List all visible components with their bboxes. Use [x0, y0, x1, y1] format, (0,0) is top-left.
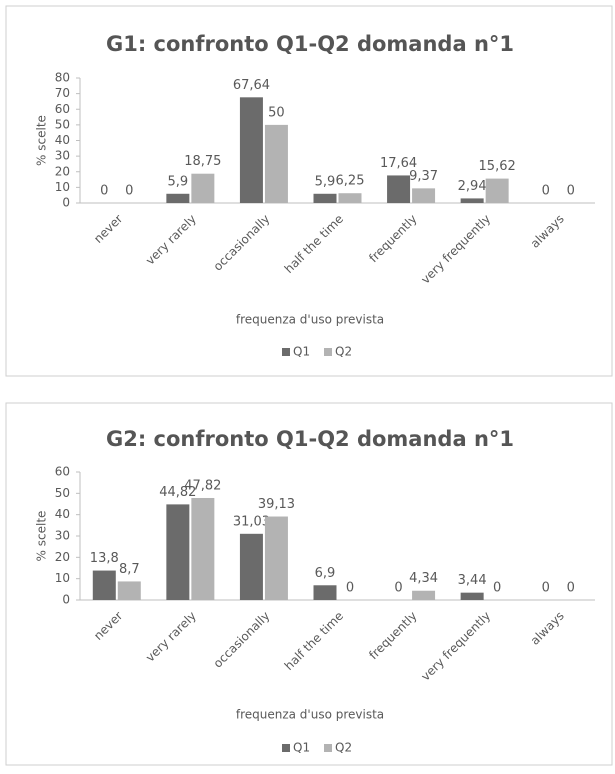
legend-swatch [282, 348, 290, 356]
data-label: 0 [542, 184, 550, 199]
x-tick-label: very frequently [418, 609, 493, 684]
x-axis-label: frequenza d'uso prevista [236, 708, 384, 722]
bar [264, 516, 288, 600]
x-tick-label: occasionally [211, 609, 273, 671]
data-label: 0 [100, 184, 108, 199]
data-label: 50 [268, 105, 285, 120]
y-tick-label: 50 [55, 117, 70, 131]
bar [485, 178, 509, 203]
chart-title: G1: confronto Q1-Q2 domanda n°1 [106, 32, 514, 56]
data-label: 0 [346, 581, 354, 596]
y-tick-label: 10 [55, 571, 70, 585]
chart-frame [5, 402, 613, 766]
bar [313, 585, 337, 600]
x-tick-label: very rarely [143, 212, 199, 268]
bar [264, 124, 288, 203]
x-tick-label: always [528, 212, 567, 251]
y-tick-label: 60 [55, 465, 70, 479]
data-label: 17,64 [380, 156, 417, 171]
data-label: 39,13 [258, 497, 295, 512]
y-tick-label: 10 [55, 180, 70, 194]
legend-swatch [324, 348, 332, 356]
bar [313, 193, 337, 203]
data-label: 2,94 [458, 179, 487, 194]
data-label: 67,64 [233, 78, 270, 93]
legend-swatch [324, 744, 332, 752]
data-label: 5,9 [168, 174, 189, 189]
x-tick-label: half the time [282, 609, 346, 673]
x-tick-label: always [528, 609, 567, 648]
legend-label: Q1 [293, 741, 310, 755]
y-tick-label: 20 [55, 550, 70, 564]
data-label: 15,62 [479, 159, 516, 174]
bar [239, 533, 263, 600]
data-label: 0 [542, 581, 550, 596]
data-label: 18,75 [184, 154, 221, 169]
bar [92, 570, 116, 600]
data-label: 0 [493, 581, 501, 596]
bar [412, 590, 436, 600]
data-label: 0 [125, 184, 133, 199]
legend-label: Q1 [293, 345, 310, 359]
x-tick-label: very rarely [143, 609, 199, 665]
y-tick-label: 30 [55, 149, 70, 163]
data-label: 3,44 [458, 573, 487, 588]
data-label: 13,8 [90, 551, 119, 566]
data-label: 5,9 [315, 174, 336, 189]
data-label: 0 [394, 581, 402, 596]
y-tick-label: 20 [55, 164, 70, 178]
y-tick-label: 80 [55, 71, 70, 85]
x-tick-label: frequently [366, 212, 419, 265]
x-tick-label: occasionally [211, 212, 273, 274]
bar [460, 198, 484, 203]
y-tick-label: 40 [55, 133, 70, 147]
bar [117, 581, 141, 600]
bar [387, 175, 411, 203]
x-tick-label: half the time [282, 212, 346, 276]
y-tick-label: 50 [55, 486, 70, 500]
bar [191, 497, 215, 600]
x-axis-label: frequenza d'uso prevista [236, 313, 384, 327]
bar [239, 97, 263, 203]
y-axis-label: % scelte [35, 115, 49, 166]
y-tick-label: 0 [62, 196, 70, 210]
bar [338, 193, 362, 203]
bar [460, 592, 484, 600]
legend-swatch [282, 744, 290, 752]
data-label: 47,82 [184, 478, 221, 493]
x-tick-label: frequently [366, 609, 419, 662]
data-label: 0 [567, 184, 575, 199]
bar [166, 193, 190, 203]
y-axis-label: % scelte [35, 511, 49, 562]
bar [166, 504, 190, 600]
y-tick-label: 70 [55, 86, 70, 100]
y-tick-label: 60 [55, 102, 70, 116]
chart-title: G2: confronto Q1-Q2 domanda n°1 [106, 427, 514, 451]
data-label: 44,82 [159, 485, 196, 500]
data-label: 31,03 [233, 514, 270, 529]
x-tick-label: never [91, 212, 125, 246]
y-tick-label: 0 [62, 593, 70, 607]
data-label: 0 [567, 581, 575, 596]
x-tick-label: never [91, 609, 125, 643]
data-label: 9,37 [409, 169, 438, 184]
y-tick-label: 40 [55, 507, 70, 521]
data-label: 6,9 [315, 566, 336, 581]
y-tick-label: 30 [55, 529, 70, 543]
x-tick-label: very frequently [418, 212, 493, 287]
bar [191, 173, 215, 203]
legend-label: Q2 [335, 741, 352, 755]
data-label: 6,25 [336, 174, 365, 189]
data-label: 4,34 [409, 571, 438, 586]
data-label: 8,7 [119, 562, 140, 577]
chart-frame [5, 5, 613, 377]
bar [412, 188, 436, 203]
legend-label: Q2 [335, 345, 352, 359]
